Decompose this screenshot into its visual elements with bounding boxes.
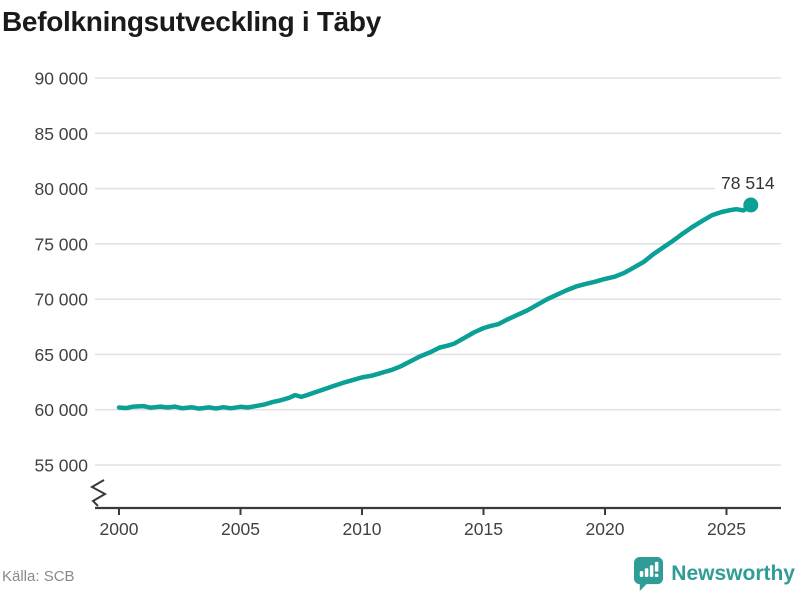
end-label-backing	[714, 173, 781, 194]
end-value-label: 78 514	[721, 173, 775, 193]
series-group	[116, 197, 759, 411]
source-caption: Källa: SCB	[2, 568, 75, 585]
x-axis-tick-label: 2025	[707, 519, 746, 539]
y-axis-tick-label: 85 000	[34, 124, 88, 144]
end-point-marker	[743, 197, 759, 213]
y-axis-break-icon	[89, 479, 108, 507]
y-axis-tick-label: 70 000	[34, 290, 88, 310]
chart-footer: Källa: SCB Newsworthy	[0, 555, 800, 600]
labels-group: 78 514	[714, 173, 781, 194]
line-chart-plot: 90 000 85 000 80 000 75 000 70 000 65 000 60 0…	[34, 69, 781, 539]
y-axis-tick-label: 80 000	[34, 179, 88, 199]
x-axis-tick-label: 2020	[586, 519, 625, 539]
x-axis-group: 2000 2005 2010 2015 2020 2025	[89, 479, 781, 539]
x-axis-tick-label: 2000	[100, 519, 139, 539]
x-axis-tick-label: 2010	[343, 519, 382, 539]
y-axis-tick-label: 75 000	[34, 234, 88, 254]
y-axis-tick-label: 60 000	[34, 400, 88, 420]
y-axis-tick-label: 55 000	[34, 456, 88, 476]
newsworthy-logo-text: Newsworthy	[671, 562, 795, 585]
chart-title: Befolkningsutveckling i Täby	[2, 6, 382, 37]
population-line	[116, 202, 754, 411]
x-axis-tick-label: 2015	[464, 519, 503, 539]
gridlines-group: 90 000 85 000 80 000 75 000 70 000 65 000 60 0…	[34, 69, 781, 476]
x-axis-tick-label: 2005	[221, 519, 260, 539]
newsworthy-bubble-chart-icon	[634, 557, 664, 591]
newsworthy-logo[interactable]: Newsworthy	[633, 556, 795, 592]
y-axis-tick-label: 90 000	[34, 69, 88, 89]
y-axis-tick-label: 65 000	[34, 345, 88, 365]
